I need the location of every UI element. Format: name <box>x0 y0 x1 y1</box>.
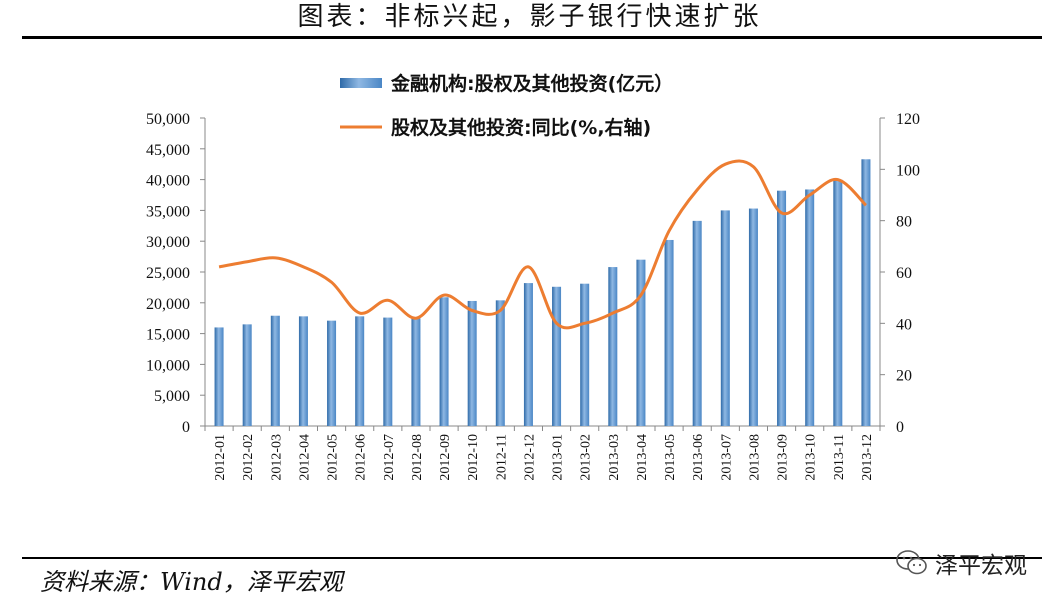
x-tick-label: 2012-08 <box>410 434 425 481</box>
chart-axes: 0 5,000 10,000 15,000 20,000 25,000 30,000 35,0… <box>146 111 920 481</box>
bar <box>805 189 815 426</box>
x-tick-label: 2012-04 <box>297 434 312 481</box>
bar <box>327 320 337 426</box>
right-tick-label: 100 <box>896 162 920 179</box>
x-tick-label: 2012-10 <box>466 434 481 481</box>
x-tick-label: 2013-04 <box>635 434 650 481</box>
left-tick-label: 5,000 <box>154 388 190 405</box>
x-tick-label: 2013-11 <box>832 434 847 480</box>
x-tick-label: 2013-07 <box>719 434 734 481</box>
x-tick-label: 2013-08 <box>747 434 762 481</box>
right-tick-label: 0 <box>896 419 904 436</box>
x-tick-label: 2012-01 <box>213 434 228 481</box>
x-tick-label: 2012-02 <box>241 434 256 481</box>
right-tick-label: 40 <box>896 316 912 333</box>
left-tick-label: 30,000 <box>146 234 190 251</box>
bar <box>833 179 843 426</box>
left-tick-label: 20,000 <box>146 296 190 313</box>
x-tick-label: 2012-03 <box>269 434 284 481</box>
bar <box>242 324 252 426</box>
yoy-line <box>218 159 868 330</box>
x-tick-label: 2013-10 <box>804 434 819 481</box>
line-series <box>218 159 868 330</box>
bar <box>580 283 590 426</box>
bar <box>383 317 393 426</box>
legend-swatch-bar <box>340 78 382 88</box>
bottom-divider <box>22 557 1042 559</box>
bar <box>777 190 787 426</box>
bar <box>411 318 421 426</box>
bar <box>861 159 871 426</box>
brand-watermark: 泽平宏观 <box>895 545 1027 581</box>
bar <box>439 297 449 426</box>
chart-legend: 金融机构:股权及其他投资(亿元） 股权及其他投资:同比(%,右轴) <box>340 72 673 139</box>
x-tick-label: 2012-12 <box>522 434 537 481</box>
x-tick-label: 2012-07 <box>382 434 397 481</box>
bar <box>692 220 702 426</box>
bar <box>298 316 308 426</box>
bar <box>608 267 618 426</box>
bar <box>523 283 533 426</box>
right-tick-label: 60 <box>896 265 912 282</box>
left-tick-label: 45,000 <box>146 142 190 159</box>
right-tick-label: 80 <box>896 214 912 231</box>
left-tick-label: 0 <box>182 419 190 436</box>
top-divider <box>22 36 1042 39</box>
brand-name: 泽平宏观 <box>935 553 1027 579</box>
legend-label-line: 股权及其他投资:同比(%,右轴) <box>391 116 651 139</box>
bar <box>467 300 477 426</box>
x-tick-label: 2013-05 <box>663 434 678 481</box>
bar <box>720 210 730 426</box>
bar <box>214 327 224 426</box>
legend-label-bar: 金融机构:股权及其他投资(亿元） <box>390 72 673 95</box>
chart-title: 图表：非标兴起，影子银行快速扩张 <box>297 2 762 32</box>
source-note: 资料来源：Wind，泽平宏观 <box>40 568 343 596</box>
right-tick-label: 120 <box>896 111 920 128</box>
bar <box>495 300 505 426</box>
bar <box>270 315 280 426</box>
x-tick-label: 2013-02 <box>579 434 594 481</box>
x-tick-label: 2012-05 <box>326 434 341 481</box>
x-tick-label: 2013-12 <box>860 434 875 481</box>
bar <box>664 239 674 426</box>
bar-series <box>214 159 871 426</box>
x-tick-label: 2013-01 <box>551 434 566 481</box>
left-tick-label: 40,000 <box>146 173 190 190</box>
x-tick-label: 2013-09 <box>776 434 791 481</box>
left-tick-label: 10,000 <box>146 357 190 374</box>
x-tick-label: 2013-06 <box>691 434 706 481</box>
x-tick-label: 2013-03 <box>607 434 622 481</box>
right-tick-label: 20 <box>896 368 912 385</box>
left-tick-label: 15,000 <box>146 327 190 344</box>
left-tick-label: 50,000 <box>146 111 190 128</box>
bar <box>636 259 646 426</box>
x-tick-label: 2012-11 <box>494 434 509 480</box>
left-tick-label: 35,000 <box>146 203 190 220</box>
x-tick-label: 2012-09 <box>438 434 453 481</box>
x-tick-label: 2012-06 <box>354 434 369 481</box>
bar <box>355 316 365 426</box>
bar <box>748 208 758 426</box>
combo-chart: 金融机构:股权及其他投资(亿元） 股权及其他投资:同比(%,右轴) 0 5,000 1… <box>146 72 920 481</box>
wechat-icon <box>896 550 927 575</box>
left-tick-label: 25,000 <box>146 265 190 282</box>
bar <box>552 286 562 426</box>
